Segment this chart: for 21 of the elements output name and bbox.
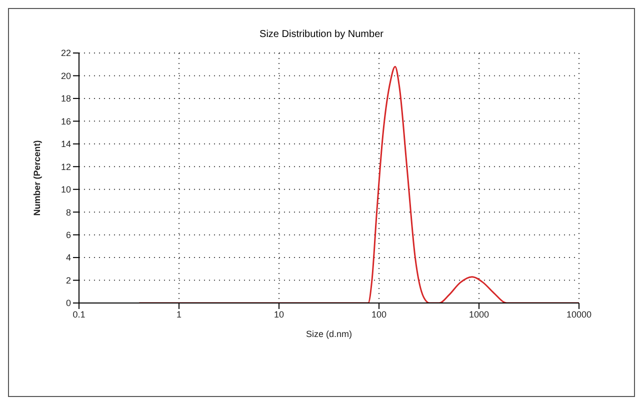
x-tick-label: 1000 [468, 309, 490, 320]
y-tick-label: 2 [66, 275, 71, 286]
x-tick-label: 10000 [566, 309, 592, 320]
x-tick-label: 1 [176, 309, 182, 320]
y-axis-title: Number (Percent) [32, 140, 42, 216]
y-tick-label: 10 [60, 184, 71, 195]
y-tick-label: 8 [66, 207, 71, 218]
x-tick-label: 0.1 [72, 309, 86, 320]
y-tick-label: 16 [60, 116, 71, 126]
x-tick-label: 100 [371, 309, 387, 320]
y-tick-label: 18 [60, 94, 71, 104]
y-tick-label: 22 [60, 48, 71, 58]
y-tick-label: 20 [60, 70, 71, 81]
y-tick-label: 14 [60, 139, 71, 150]
y-tick-label: 12 [60, 162, 71, 172]
chart-title: Size Distribution by Number [258, 28, 384, 42]
y-tick-label: 6 [66, 230, 71, 240]
x-axis-title: Size (d.nm) [306, 329, 352, 339]
x-tick-label: 10 [274, 309, 284, 320]
y-tick-label: 4 [66, 252, 71, 263]
y-tick-label: 0 [66, 298, 71, 308]
